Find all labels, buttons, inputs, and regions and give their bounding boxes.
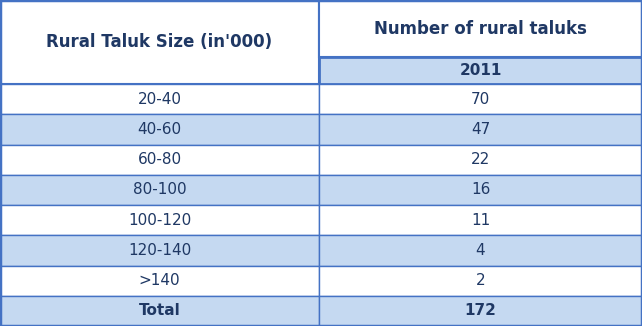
Bar — [319, 205, 642, 235]
Text: 120-140: 120-140 — [128, 243, 191, 258]
Text: 20-40: 20-40 — [137, 92, 182, 107]
Bar — [0, 145, 319, 175]
Text: 22: 22 — [471, 152, 490, 167]
Text: 2011: 2011 — [459, 63, 502, 78]
Bar — [319, 296, 642, 326]
Text: 172: 172 — [465, 304, 496, 319]
Bar — [0, 265, 319, 296]
Bar — [319, 114, 642, 145]
Text: 40-60: 40-60 — [137, 122, 182, 137]
Bar — [0, 235, 319, 265]
Bar — [0, 0, 319, 84]
Bar — [0, 114, 319, 145]
Bar — [0, 84, 319, 114]
Text: 11: 11 — [471, 213, 490, 228]
Bar — [319, 265, 642, 296]
Bar — [319, 84, 642, 114]
Text: 100-120: 100-120 — [128, 213, 191, 228]
Text: 16: 16 — [471, 183, 490, 198]
Bar — [319, 175, 642, 205]
Text: 2: 2 — [476, 273, 485, 288]
Bar — [319, 235, 642, 265]
Text: Rural Taluk Size (in'000): Rural Taluk Size (in'000) — [46, 33, 273, 51]
Text: Number of rural taluks: Number of rural taluks — [374, 20, 587, 37]
Text: 70: 70 — [471, 92, 490, 107]
Text: 47: 47 — [471, 122, 490, 137]
Text: 80-100: 80-100 — [133, 183, 186, 198]
Text: 60-80: 60-80 — [137, 152, 182, 167]
Text: >140: >140 — [139, 273, 180, 288]
Bar — [319, 0, 642, 57]
Bar — [0, 205, 319, 235]
Text: Total: Total — [139, 304, 180, 319]
Bar — [319, 57, 642, 84]
Bar — [319, 145, 642, 175]
Bar — [0, 296, 319, 326]
Text: 4: 4 — [476, 243, 485, 258]
Bar — [0, 175, 319, 205]
